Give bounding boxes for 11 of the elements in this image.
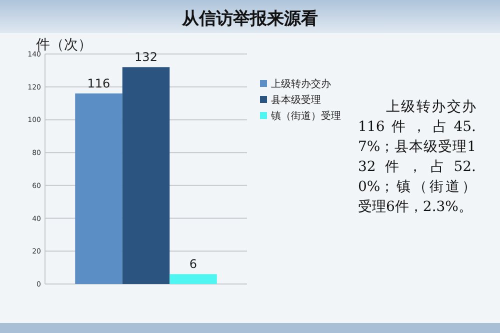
data-label: 132 <box>134 50 158 64</box>
legend-label: 县本级受理 <box>271 94 321 106</box>
bar <box>122 67 170 284</box>
chart-title: 从信访举报来源看 <box>181 9 318 29</box>
bar <box>75 93 122 284</box>
text: 上级转办交办116件，占45.7%；县本级受理132件，占52.0%；镇（街道）受理6件，2.3%。 <box>358 98 476 217</box>
legend-label: 镇（街道）受理 <box>270 110 341 122</box>
bar <box>170 274 217 284</box>
data-label: 116 <box>87 76 110 90</box>
data-label: 6 <box>189 257 198 272</box>
legend-label: 上级转办交办 <box>271 78 331 90</box>
